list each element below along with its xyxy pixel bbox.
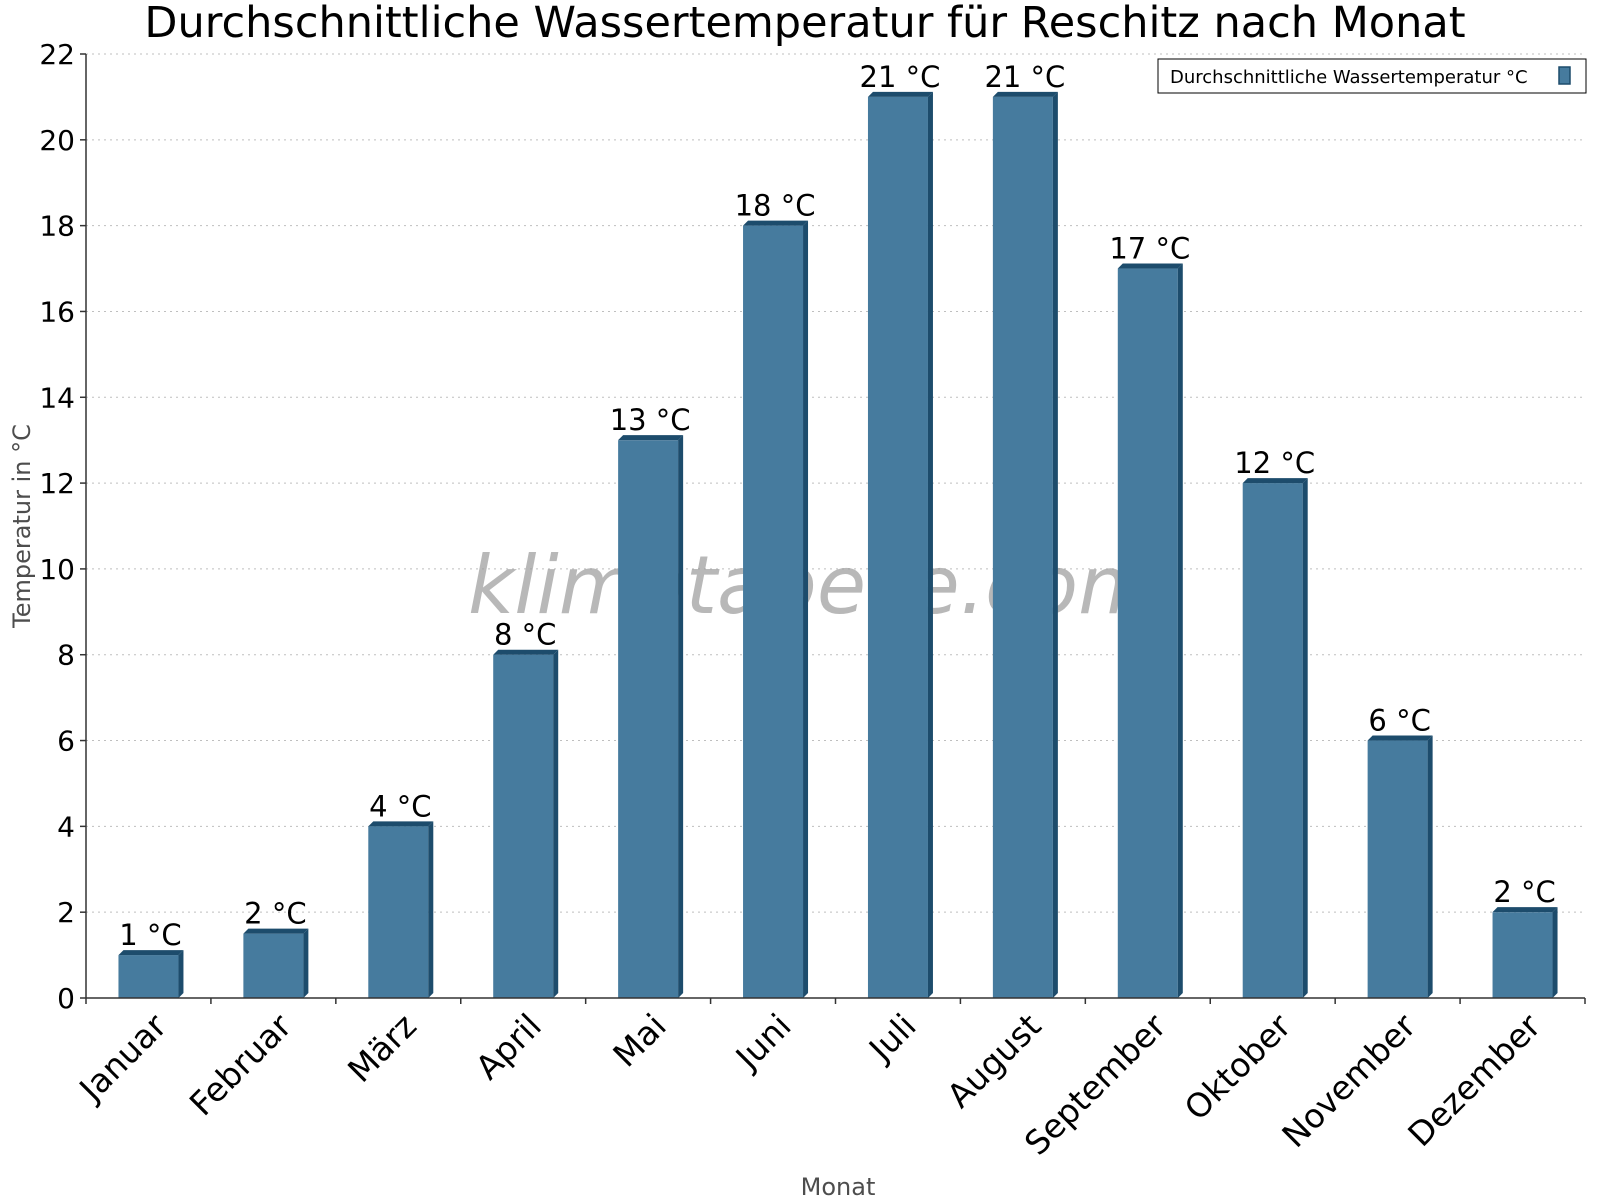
bar [493,649,559,998]
bar-front [1117,268,1178,999]
data-label: 21 °C [984,60,1065,94]
x-tick-label: Februar [182,1006,299,1123]
y-tick-labels: 0 2 4 6 8 10 12 14 16 18 20 22 [39,38,86,1015]
bar-top [1242,478,1308,484]
bar-front [493,654,554,998]
x-tick-labels: Januar Februar März April Mai Juni Juli AugustS… [70,998,1586,1163]
bar [867,91,933,999]
bar [118,950,184,998]
x-tick-label: Mai [605,1006,674,1075]
data-label: 4 °C [369,789,431,823]
chart-title: Durchschnittliche Wassertemperatur für R… [144,0,1465,48]
x-tick-label: Juli [860,1006,924,1070]
data-label: 17 °C [1109,232,1190,266]
x-tick-label: März [340,1006,424,1090]
x-tick-label: August [939,1006,1048,1115]
bar [1117,263,1183,999]
bar-side [553,649,559,998]
bar [1492,907,1558,998]
x-tick-label: April [468,1006,549,1087]
bar [1242,478,1308,998]
bar-side [927,91,933,999]
y-axis-label: Temperatur in °C [8,424,36,629]
data-label: 6 °C [1368,704,1430,738]
bar-side [1427,735,1433,998]
y-tick-label: 12 [39,467,75,500]
bar-front [118,955,179,998]
data-label: 1 °C [119,918,181,952]
x-tick-label: Oktober [1177,1006,1299,1128]
y-tick-label: 6 [57,725,75,758]
legend-box [1157,58,1587,94]
y-tick-label: 8 [57,639,75,672]
data-labels: 1 °C 2 °C 4 °C 8 °C 13 °C 18 °C 21 °C 21 °C 17 °… [119,60,1556,952]
x-axis-label: Monat [801,1173,876,1200]
bar-front [243,933,304,998]
grid-lines [86,53,1585,913]
y-tick-label: 18 [39,210,75,243]
data-label: 12 °C [1234,446,1315,480]
bar-front [1242,483,1303,998]
y-tick-label: 0 [57,982,75,1015]
data-label: 18 °C [735,189,816,223]
bar-top [243,928,309,934]
bars [118,91,1558,999]
axes [85,54,1585,999]
x-tick-label: Juni [727,1006,799,1078]
bar-side [428,821,434,998]
bar-front [992,96,1053,999]
y-tick-label: 20 [39,124,75,157]
bar-side [1177,263,1183,999]
data-label: 8 °C [494,618,556,652]
bar-front [867,96,928,999]
y-tick-label: 4 [57,810,75,843]
y-tick-label: 2 [57,896,75,929]
x-tick-label: Januar [70,1006,174,1110]
y-tick-label: 16 [39,295,75,328]
bar-top [867,91,933,97]
y-tick-label: 10 [39,553,75,586]
bar-top [743,220,809,226]
bar-top [1367,735,1433,741]
data-label: 2 °C [244,897,306,931]
y-tick-label: 22 [39,38,75,71]
bar-top [368,821,434,827]
bar [243,928,309,998]
bar-top [118,950,184,956]
legend-label: Durchschnittliche Wassertemperatur °C [1170,67,1528,88]
bar [1367,735,1433,998]
bar-side [178,950,184,998]
x-tick-label: Dezember [1400,1006,1548,1154]
bar [368,821,434,998]
legend-swatch [1558,66,1571,85]
bar [992,91,1058,999]
bar-side [303,928,309,998]
bar-front [1367,740,1428,998]
bar [618,435,684,998]
bar [743,220,809,999]
bar-front [743,225,804,999]
bar-top [992,91,1058,97]
bar-front [1492,912,1553,998]
bar-side [678,435,684,998]
bar-side [1052,91,1058,999]
data-label: 2 °C [1493,875,1555,909]
y-tick-label: 14 [39,381,75,414]
bar-top [493,649,559,655]
bar-top [618,435,684,441]
legend: Durchschnittliche Wassertemperatur °C [1157,58,1587,94]
bar-front [618,440,679,998]
bar-top [1117,263,1183,269]
bar-side [803,220,809,999]
bar-top [1492,907,1558,913]
bar-side [1552,907,1558,998]
data-label: 21 °C [860,60,941,94]
data-label: 13 °C [610,403,691,437]
x-tick-label: November [1274,1006,1423,1155]
bar-front [368,826,429,998]
bar-side [1302,478,1308,998]
